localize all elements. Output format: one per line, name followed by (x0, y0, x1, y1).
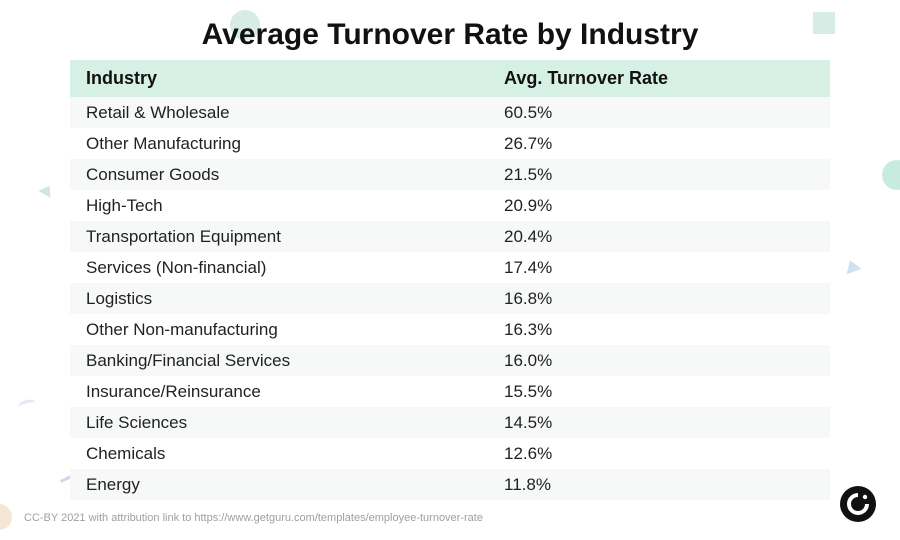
page-title: Average Turnover Rate by Industry (0, 0, 900, 60)
cell-rate: 16.0% (488, 345, 830, 376)
cell-rate: 17.4% (488, 252, 830, 283)
deco-triangle-icon (842, 258, 861, 275)
cell-rate: 20.9% (488, 190, 830, 221)
table-row: Other Non-manufacturing16.3% (70, 314, 830, 345)
column-header-industry: Industry (70, 60, 488, 97)
cell-industry: Other Manufacturing (70, 128, 488, 159)
deco-squiggle-icon (17, 398, 37, 412)
turnover-table: Industry Avg. Turnover Rate Retail & Who… (70, 60, 830, 500)
deco-triangle-icon (38, 182, 55, 198)
cell-industry: Services (Non-financial) (70, 252, 488, 283)
cell-industry: Life Sciences (70, 407, 488, 438)
table-row: Consumer Goods21.5% (70, 159, 830, 190)
cell-industry: Chemicals (70, 438, 488, 469)
cell-rate: 16.3% (488, 314, 830, 345)
column-header-rate: Avg. Turnover Rate (488, 60, 830, 97)
table-row: High-Tech20.9% (70, 190, 830, 221)
guru-logo-icon (840, 486, 876, 522)
table-header-row: Industry Avg. Turnover Rate (70, 60, 830, 97)
cell-industry: Banking/Financial Services (70, 345, 488, 376)
cell-rate: 60.5% (488, 97, 830, 128)
deco-circle-icon (882, 160, 900, 190)
cell-rate: 16.8% (488, 283, 830, 314)
cell-rate: 11.8% (488, 469, 830, 500)
table-row: Logistics16.8% (70, 283, 830, 314)
cell-rate: 26.7% (488, 128, 830, 159)
cell-industry: Insurance/Reinsurance (70, 376, 488, 407)
table-row: Energy11.8% (70, 469, 830, 500)
cell-industry: Energy (70, 469, 488, 500)
deco-circle-icon (0, 504, 12, 530)
table-row: Transportation Equipment20.4% (70, 221, 830, 252)
attribution-text: CC-BY 2021 with attribution link to http… (24, 512, 483, 524)
cell-rate: 21.5% (488, 159, 830, 190)
table-row: Retail & Wholesale60.5% (70, 97, 830, 128)
cell-industry: Consumer Goods (70, 159, 488, 190)
cell-rate: 15.5% (488, 376, 830, 407)
cell-rate: 12.6% (488, 438, 830, 469)
cell-industry: High-Tech (70, 190, 488, 221)
cell-rate: 20.4% (488, 221, 830, 252)
table-row: Life Sciences14.5% (70, 407, 830, 438)
table-row: Other Manufacturing26.7% (70, 128, 830, 159)
cell-industry: Retail & Wholesale (70, 97, 488, 128)
table-row: Banking/Financial Services16.0% (70, 345, 830, 376)
cell-industry: Logistics (70, 283, 488, 314)
cell-rate: 14.5% (488, 407, 830, 438)
cell-industry: Other Non-manufacturing (70, 314, 488, 345)
table-row: Chemicals12.6% (70, 438, 830, 469)
cell-industry: Transportation Equipment (70, 221, 488, 252)
table-row: Services (Non-financial)17.4% (70, 252, 830, 283)
table-row: Insurance/Reinsurance15.5% (70, 376, 830, 407)
